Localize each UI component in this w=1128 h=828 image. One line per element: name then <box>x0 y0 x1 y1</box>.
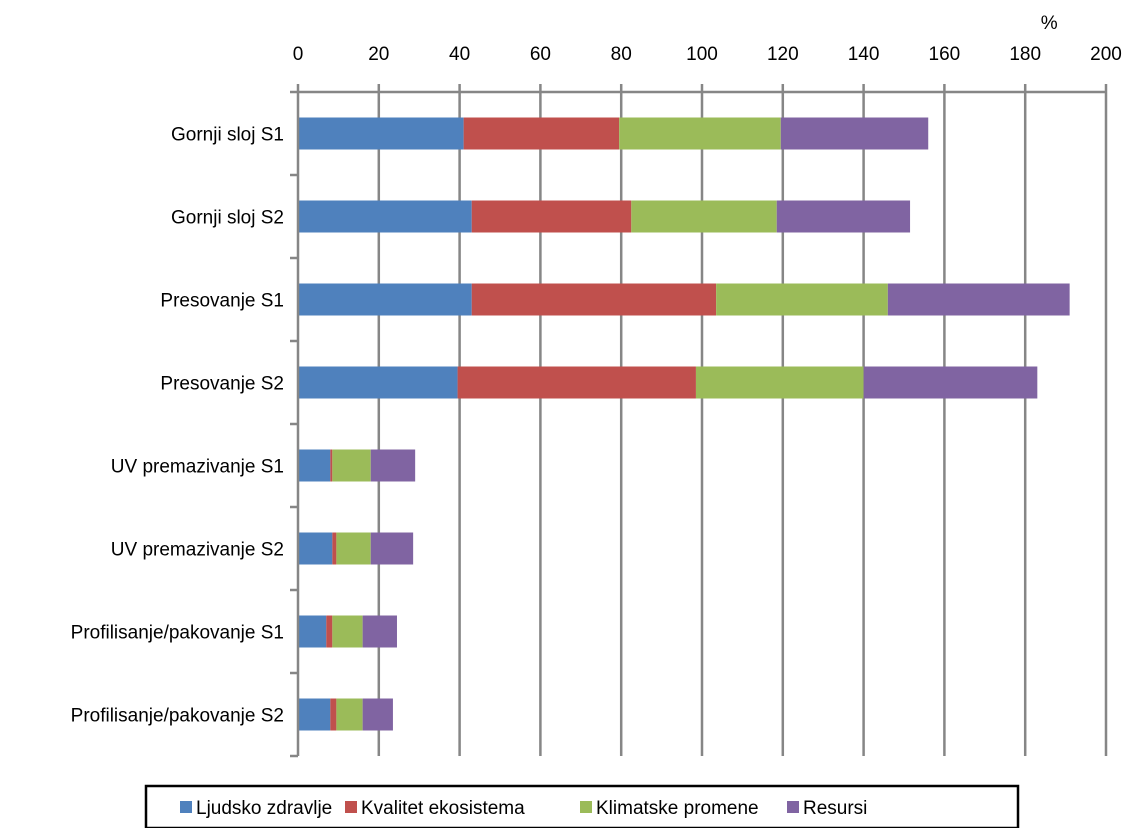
category-label: UV premazivanje S2 <box>111 540 284 561</box>
legend: Ljudsko zdravlje Kvalitet ekosistema Klima… <box>144 784 1020 828</box>
bar-segment <box>330 698 337 731</box>
bar-segment <box>471 200 632 233</box>
category-label: Gornji sloj S1 <box>171 125 284 146</box>
category-label: Profilisanje/pakovanje S2 <box>71 706 284 727</box>
bar-segment <box>298 366 458 399</box>
legend-swatch <box>180 801 192 813</box>
legend-label: Ljudsko zdravlje <box>196 798 332 819</box>
bar-segment <box>336 698 363 731</box>
bar-segment <box>716 283 888 316</box>
legend-label: Klimatske promene <box>596 798 759 819</box>
unit-label: % <box>1041 13 1058 34</box>
grid-lines <box>377 92 1108 756</box>
bar-segment <box>326 615 333 648</box>
legend-swatch <box>580 801 592 813</box>
bar-segment <box>298 283 472 316</box>
bar-segment <box>330 449 333 482</box>
bar-segment <box>370 532 414 565</box>
category-label: Presovanje S1 <box>160 291 284 312</box>
bar-segment <box>336 532 371 565</box>
legend-label: Kvalitet ekosistema <box>361 798 525 819</box>
x-tick-label: 140 <box>848 44 880 65</box>
x-tick-label: 200 <box>1090 44 1122 65</box>
bar-segment <box>298 698 331 731</box>
bar-segment <box>463 117 620 150</box>
bar-segment <box>776 200 911 233</box>
x-tick-label: 40 <box>449 44 470 65</box>
tick-labels: 0 20 40 60 80 100 120 140 160 180 200 <box>293 44 1122 65</box>
bar-segment <box>362 615 397 648</box>
legend-swatch <box>345 801 357 813</box>
legend-label: Resursi <box>803 798 867 819</box>
bar-segment <box>619 117 781 150</box>
x-tick-label: 100 <box>686 44 718 65</box>
x-tick-label: 20 <box>368 44 389 65</box>
bar-segment <box>863 366 1038 399</box>
bar-segment <box>332 615 363 648</box>
bar-segment <box>631 200 777 233</box>
bar-segment <box>695 366 864 399</box>
bar-segment <box>471 283 717 316</box>
bar-segment <box>298 200 472 233</box>
x-tick-label: 60 <box>530 44 551 65</box>
category-label: UV premazivanje S1 <box>111 457 284 478</box>
bar-segment <box>887 283 1070 316</box>
bar-segment <box>332 532 337 565</box>
bar-segment <box>370 449 416 482</box>
bar-segment <box>332 449 371 482</box>
category-label: Gornji sloj S2 <box>171 208 284 229</box>
category-label: Profilisanje/pakovanje S1 <box>71 623 284 644</box>
bar-segment <box>298 117 464 150</box>
legend-swatch <box>787 801 799 813</box>
x-tick-label: 120 <box>767 44 799 65</box>
axes <box>290 84 1108 758</box>
category-labels: Gornji sloj S1 Gornji sloj S2 Presovanje S… <box>71 125 284 727</box>
bar-segment <box>298 615 327 648</box>
bar-segment <box>298 532 333 565</box>
x-tick-label: 180 <box>1009 44 1041 65</box>
category-label: Presovanje S2 <box>160 374 284 395</box>
x-tick-label: 0 <box>293 44 304 65</box>
bars <box>298 117 1070 731</box>
bar-segment <box>362 698 393 731</box>
bar-segment <box>298 449 331 482</box>
bar-segment <box>457 366 696 399</box>
x-tick-label: 80 <box>611 44 632 65</box>
x-tick-label: 160 <box>929 44 961 65</box>
bar-segment <box>780 117 929 150</box>
